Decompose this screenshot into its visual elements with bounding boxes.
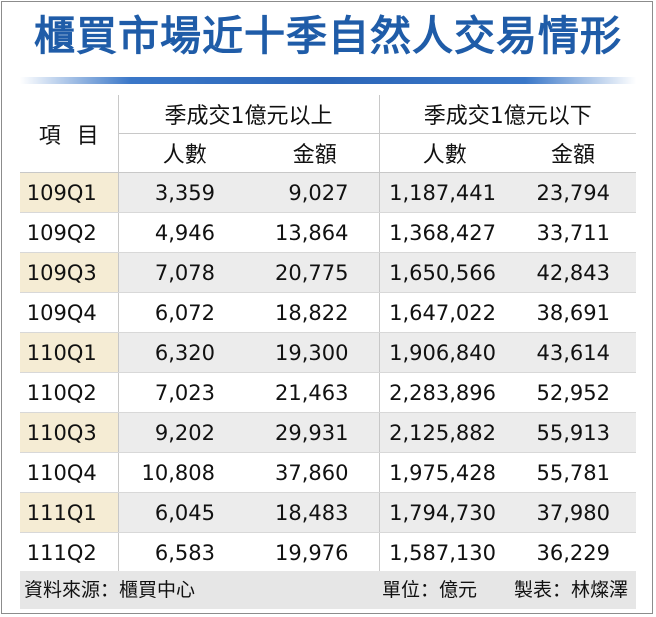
g1-amount-cell: 18,483 xyxy=(251,492,380,533)
g1-amount-cell: 13,864 xyxy=(251,212,380,253)
g1-people-cell: 3,359 xyxy=(118,172,251,213)
g2-people-cell: 2,125,882 xyxy=(379,412,510,453)
period-cell: 109Q2 xyxy=(20,212,119,253)
table-row: 109Q2 4,946 13,864 1,368,427 33,711 xyxy=(20,212,636,253)
footer-bar: 資料來源：櫃買中心 單位：億元 製表：林燦澤 xyxy=(20,571,636,609)
g2-amount-cell: 42,843 xyxy=(510,252,636,293)
g2-people-cell: 1,794,730 xyxy=(379,492,510,533)
table-row: 109Q4 6,072 18,822 1,647,022 38,691 xyxy=(20,292,636,333)
period-cell: 109Q3 xyxy=(20,252,119,293)
period-cell: 110Q4 xyxy=(20,452,119,493)
g2-people-cell: 1,368,427 xyxy=(379,212,510,253)
subheader-amount-g2: 金額 xyxy=(510,133,636,173)
title-underline xyxy=(20,77,636,84)
table-row: 111Q1 6,045 18,483 1,794,730 37,980 xyxy=(20,492,636,533)
g1-people-cell: 6,045 xyxy=(118,492,251,533)
table-row: 110Q1 6,320 19,300 1,906,840 43,614 xyxy=(20,332,636,373)
g2-people-cell: 1,906,840 xyxy=(379,332,510,373)
g1-amount-cell: 19,976 xyxy=(251,532,380,572)
g1-amount-cell: 29,931 xyxy=(251,412,380,453)
subheader-people-g1: 人數 xyxy=(118,133,251,173)
maker-note: 製表：林燦澤 xyxy=(514,579,629,601)
g2-people-cell: 1,587,130 xyxy=(389,540,496,565)
g1-people-cell: 10,808 xyxy=(118,452,251,493)
g2-people-cell: 1,650,566 xyxy=(379,252,510,293)
period-cell: 110Q3 xyxy=(20,412,119,453)
period-cell: 111Q1 xyxy=(20,492,119,533)
g2-amount-cell: 23,794 xyxy=(510,172,636,213)
period-cell: 111Q2 xyxy=(20,532,119,572)
g1-amount-cell: 19,300 xyxy=(251,332,380,373)
g1-amount-cell: 21,463 xyxy=(251,372,380,413)
g1-people-cell: 4,946 xyxy=(118,212,251,253)
g2-amount-cell: 55,781 xyxy=(510,452,636,493)
table-row: 109Q1 3,359 9,027 1,187,441 23,794 xyxy=(20,172,636,213)
g2-amount-cell: 38,691 xyxy=(510,292,636,333)
subheader-people-g2: 人數 xyxy=(379,133,510,173)
period-cell: 109Q4 xyxy=(20,292,119,333)
g1-people-cell: 9,202 xyxy=(118,412,251,453)
g2-amount-cell: 37,980 xyxy=(510,492,636,533)
g1-people-cell: 6,583 xyxy=(154,540,215,565)
group-header-below-100m: 季成交1億元以下 xyxy=(378,95,636,134)
group-header-above-100m: 季成交1億元以上 xyxy=(118,95,379,134)
g2-people-cell: 1,187,441 xyxy=(379,172,510,213)
table-row: 110Q3 9,202 29,931 2,125,882 55,913 xyxy=(20,412,636,453)
source-note: 資料來源：櫃買中心 xyxy=(24,579,196,601)
subheader-amount-g1: 金額 xyxy=(251,133,380,173)
header-row-subcolumns: 人數 金額 人數 金額 xyxy=(20,133,636,173)
g2-amount-cell: 36,229 xyxy=(536,540,610,565)
table-row: 109Q3 7,078 20,775 1,650,566 42,843 xyxy=(20,252,636,293)
g1-amount-cell: 37,860 xyxy=(251,452,380,493)
period-cell: 109Q1 xyxy=(20,172,119,213)
g1-people-cell: 7,078 xyxy=(118,252,251,293)
g2-amount-cell: 52,952 xyxy=(510,372,636,413)
period-cell: 110Q1 xyxy=(20,332,119,373)
g2-people-cell: 1,975,428 xyxy=(379,452,510,493)
g2-people-cell: 1,647,022 xyxy=(379,292,510,333)
data-table: 項目 季成交1億元以上 季成交1億元以下 人數 金額 人數 金額 109Q1 3… xyxy=(20,95,636,572)
g1-amount-cell: 9,027 xyxy=(251,172,380,213)
header-row-groups: 項目 季成交1億元以上 季成交1億元以下 xyxy=(20,95,636,173)
g1-people-cell: 6,320 xyxy=(118,332,251,373)
unit-note: 單位：億元 xyxy=(382,579,478,601)
g2-amount-cell: 55,913 xyxy=(510,412,636,453)
g2-amount-cell: 43,614 xyxy=(510,332,636,373)
g2-amount-cell: 33,711 xyxy=(510,212,636,253)
table-title: 櫃買市場近十季自然人交易情形 xyxy=(34,12,622,60)
g1-amount-cell: 18,822 xyxy=(251,292,380,333)
g1-people-cell: 7,023 xyxy=(118,372,251,413)
period-cell: 110Q2 xyxy=(20,372,119,413)
table-row: 110Q2 7,023 21,463 2,283,896 52,952 xyxy=(20,372,636,413)
table-row: 111Q2 6,583 19,976 1,587,130 36,229 xyxy=(20,532,636,572)
g1-people-cell: 6,072 xyxy=(118,292,251,333)
g2-people-cell: 2,283,896 xyxy=(379,372,510,413)
item-header: 項目 xyxy=(20,95,119,173)
table-row: 110Q4 10,808 37,860 1,975,428 55,781 xyxy=(20,452,636,493)
g1-amount-cell: 20,775 xyxy=(251,252,380,293)
